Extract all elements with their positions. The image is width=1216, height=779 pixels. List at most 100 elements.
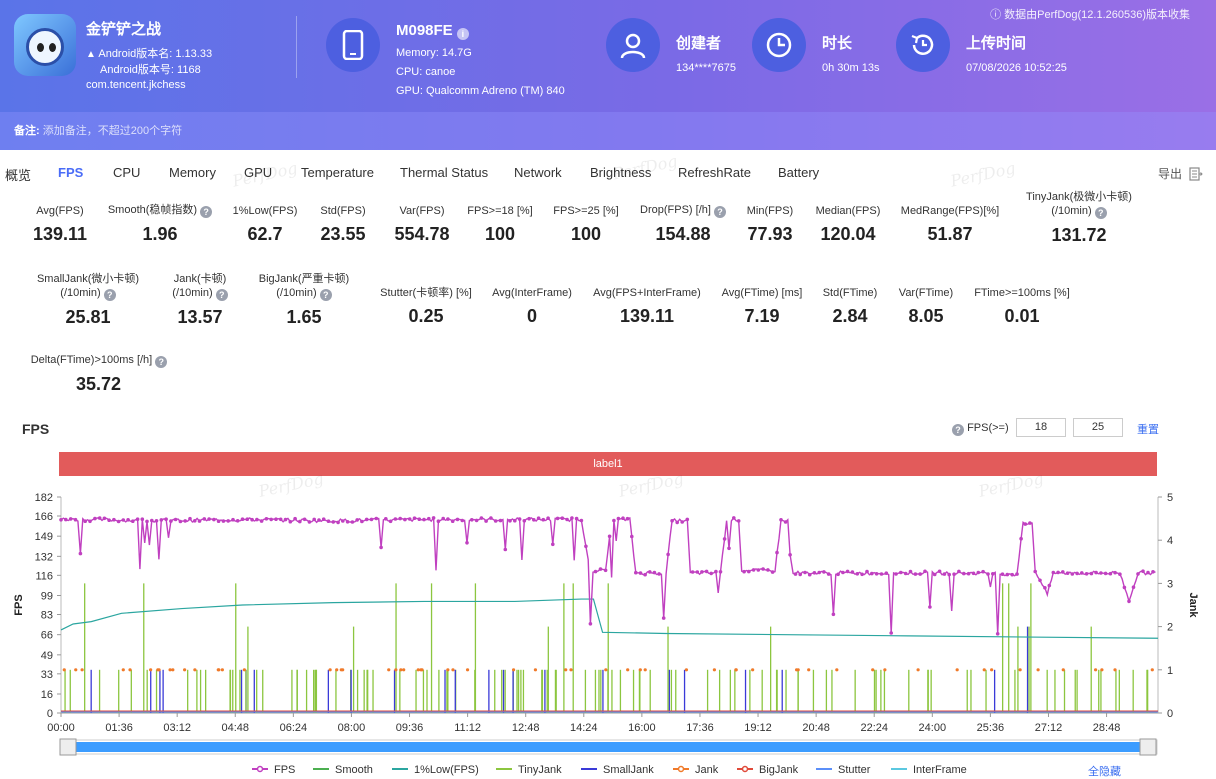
tab-refreshrate[interactable]: RefreshRate <box>678 165 751 180</box>
legend-item-smalljank[interactable]: SmallJank <box>603 764 654 776</box>
fps-point <box>288 519 293 524</box>
tab-cpu[interactable]: CPU <box>113 165 141 180</box>
fps-point <box>1000 572 1005 576</box>
legend-item-1-low-fps-[interactable]: 1%Low(FPS) <box>414 764 479 776</box>
help-icon[interactable]: ? <box>200 206 213 218</box>
report-header: ⓘ 数据由PerfDog(12.1.260536)版本收集 金铲铲之战 ▲ An… <box>0 0 1216 150</box>
tab-gpu[interactable]: GPU <box>244 165 273 180</box>
help-icon[interactable]: ? <box>1094 207 1107 219</box>
fps-point <box>412 516 417 520</box>
fps-point <box>226 519 230 523</box>
help-icon[interactable]: ? <box>215 289 228 301</box>
fps-point <box>154 519 159 523</box>
fps-point <box>112 517 116 522</box>
jank-point <box>128 668 132 672</box>
reset-button[interactable]: 重置 <box>1137 424 1159 436</box>
jank-point <box>74 668 78 672</box>
help-icon[interactable]: ? <box>103 289 116 301</box>
fps-point <box>928 605 932 609</box>
help-icon[interactable]: ? <box>713 206 726 218</box>
zoom-slider-left-handle[interactable] <box>59 738 77 756</box>
fps-chart[interactable]: 0 16 33 49 66 83 99 116 132 149 166 182 0 1 2 3 4 5 00:00 0… <box>0 469 1216 776</box>
fps-point <box>508 519 512 523</box>
fps-point <box>947 572 951 577</box>
jank-point <box>643 668 647 672</box>
note-input[interactable]: 添加备注，不超过200个字符 <box>42 125 183 137</box>
tab-fps[interactable]: FPS <box>58 165 84 180</box>
y2-tick-label: 3 <box>1167 578 1173 590</box>
hide-all-button[interactable]: 全隐藏 <box>1088 766 1121 778</box>
zoom-slider-right-handle[interactable] <box>1139 738 1157 756</box>
metric-stutter: Stutter(卡顿率) [%] 0.25 <box>380 287 472 326</box>
fps-point <box>345 520 350 524</box>
fps-point <box>1146 570 1150 575</box>
jank-point <box>446 668 450 672</box>
fps-point <box>1084 572 1089 576</box>
fps-point <box>522 519 527 523</box>
y-tick-label: 182 <box>35 492 53 504</box>
legend-item-tinyjank[interactable]: TinyJank <box>518 764 562 776</box>
tab-battery[interactable]: Battery <box>778 165 820 180</box>
help-icon[interactable]: ? <box>155 356 168 368</box>
x-tick-label: 28:48 <box>1093 722 1121 734</box>
label-band[interactable]: label1 <box>59 452 1157 476</box>
fps-point <box>850 570 855 574</box>
y2-tick-label: 4 <box>1167 535 1173 547</box>
legend-item-jank[interactable]: Jank <box>695 764 719 776</box>
note-bar[interactable]: 备注: 添加备注，不超过200个字符 <box>0 112 1216 150</box>
metric-avg-interframe: Avg(InterFrame) 0 <box>492 287 572 326</box>
tab-network[interactable]: Network <box>514 165 562 180</box>
help-icon[interactable]: ? <box>319 289 332 301</box>
fps-threshold-input-2[interactable]: 25 <box>1073 418 1123 437</box>
legend-item-bigjank[interactable]: BigJank <box>759 764 799 776</box>
fps-threshold-input-1[interactable]: 18 <box>1016 418 1066 437</box>
metric-avg-fps-interframe: Avg(FPS+InterFrame) 139.11 <box>593 287 701 326</box>
info-icon: ⓘ <box>990 9 1002 21</box>
fps-point <box>317 518 321 522</box>
fps-point <box>274 517 278 521</box>
jank-point <box>1061 668 1065 672</box>
x-tick-label: 14:24 <box>570 722 598 734</box>
export-button[interactable]: 导出 <box>1158 165 1204 182</box>
fps-point <box>1019 536 1023 541</box>
jank-point <box>402 668 406 672</box>
note-label: 备注: <box>14 125 40 137</box>
fps-point <box>1051 570 1056 575</box>
device-info-icon[interactable]: i <box>456 28 469 40</box>
fps-point <box>493 519 498 523</box>
fps-point <box>657 572 661 576</box>
fps-point <box>986 572 990 576</box>
legend-item-interframe[interactable]: InterFrame <box>913 764 967 776</box>
fps-point <box>221 519 226 523</box>
legend-item-smooth[interactable]: Smooth <box>335 764 373 776</box>
fps-point <box>1038 578 1042 583</box>
metric-delta-ftime: Delta(FTime)>100ms [/h] ? 35.72 <box>22 353 176 395</box>
fps-point <box>971 571 976 576</box>
jank-point <box>835 668 839 672</box>
metric-1pct-low: 1%Low(FPS) 62.7 <box>232 205 298 244</box>
jank-point <box>1100 668 1104 672</box>
fps-point <box>302 517 307 522</box>
legend-item-stutter[interactable]: Stutter <box>838 764 871 776</box>
jank-point <box>149 668 153 672</box>
legend-item-fps[interactable]: FPS <box>274 764 295 776</box>
fps-filter: ? FPS(>=) <box>952 418 1009 438</box>
help-icon[interactable]: ? <box>952 424 964 436</box>
fps-point <box>107 518 111 522</box>
fps-point <box>202 517 207 521</box>
fps-point <box>690 570 695 574</box>
fps-point <box>1099 571 1103 575</box>
tab-memory[interactable]: Memory <box>169 165 216 180</box>
creator-circle <box>606 18 660 72</box>
tab-overview[interactable]: 概览 <box>5 168 32 183</box>
app-name: 金铲铲之战 <box>86 21 162 38</box>
tab-temperature[interactable]: Temperature <box>301 165 374 180</box>
tab-thermal-status[interactable]: Thermal Status <box>400 165 489 180</box>
fps-point <box>621 516 625 520</box>
fps-point <box>783 520 788 524</box>
fps-point <box>450 519 455 523</box>
fps-point <box>899 570 903 575</box>
jank-point <box>955 668 959 672</box>
tab-brightness[interactable]: Brightness <box>590 165 652 180</box>
zoom-slider-range[interactable] <box>76 742 1140 752</box>
